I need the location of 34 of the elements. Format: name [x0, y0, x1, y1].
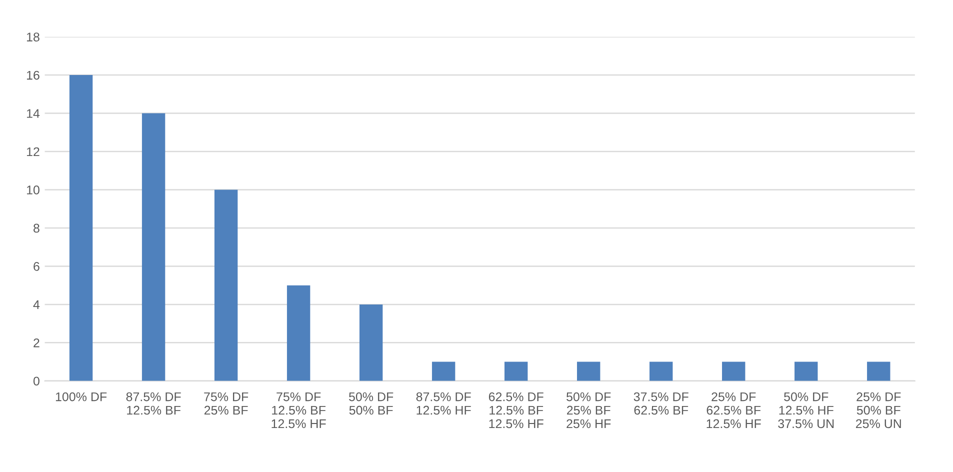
x-tick-label: 62.5% DF 12.5% BF 12.5% HF: [488, 392, 544, 428]
x-tick-label: 25% DF 50% BF 25% UN: [856, 392, 901, 428]
x-tick-label: 50% DF 50% BF: [349, 392, 394, 415]
x-tick-label: 50% DF 12.5% HF 37.5% UN: [778, 392, 834, 428]
bar: [359, 304, 383, 381]
bar: [794, 362, 818, 381]
x-tick-label: 100% DF: [56, 392, 107, 402]
bar: [722, 362, 746, 381]
bar: [867, 362, 890, 381]
bar: [142, 113, 166, 381]
x-tick-label: 75% DF 12.5% BF 12.5% HF: [272, 392, 326, 428]
y-tick-label: 16: [26, 70, 40, 80]
y-tick-label: 12: [26, 147, 40, 156]
bar: [576, 362, 600, 381]
bar: [214, 190, 238, 381]
y-tick-label: 6: [34, 262, 40, 271]
x-tick-label: 87.5% DF 12.5% BF: [126, 392, 181, 415]
y-tick-label: 8: [34, 224, 40, 233]
x-tick-label: 25% DF 62.5% BF 12.5% HF: [706, 392, 761, 428]
y-tick-label: 10: [26, 186, 40, 194]
y-tick-label: 14: [26, 109, 40, 118]
bar: [432, 362, 456, 381]
y-tick-label: 18: [26, 32, 40, 42]
y-tick-label: 4: [33, 300, 40, 309]
x-tick-label: 87.5% DF 12.5% HF: [416, 392, 471, 415]
bar: [650, 362, 673, 381]
x-tick-label: 37.5% DF 62.5% BF: [634, 392, 688, 415]
y-tick-label: 0: [33, 376, 40, 386]
bar: [286, 285, 310, 381]
bar: [504, 362, 528, 381]
bar: [69, 75, 93, 381]
x-tick-label: 50% DF 25% BF 25% HF: [566, 392, 611, 428]
x-tick-label: 75% DF 25% BF: [204, 392, 248, 415]
y-tick-label: 2: [34, 338, 40, 348]
